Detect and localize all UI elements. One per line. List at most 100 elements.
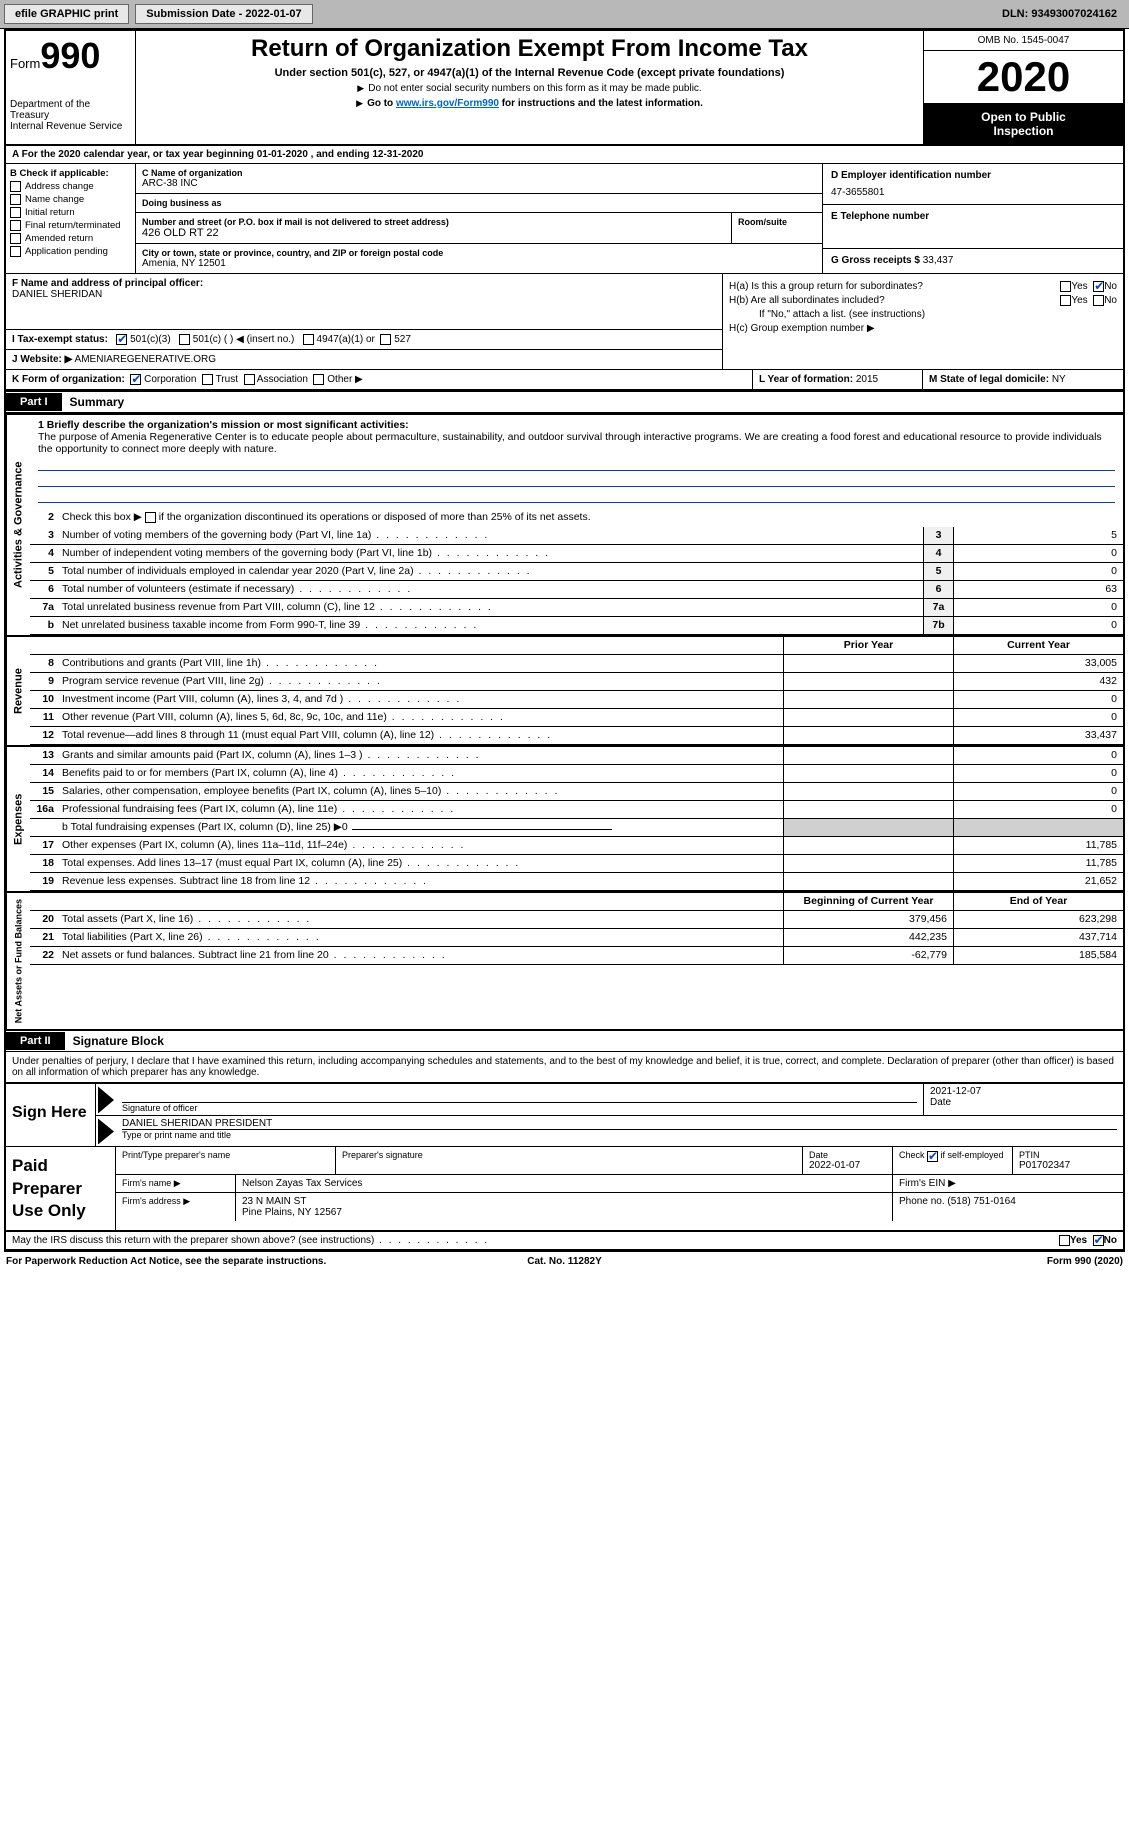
colb-checkbox-4[interactable] — [10, 233, 21, 244]
prep-date-label: Date — [809, 1150, 886, 1160]
form-footer: Form 990 (2020) — [751, 1256, 1123, 1267]
state-domicile-label: M State of legal domicile: — [929, 374, 1049, 385]
part1-num: Part I — [6, 393, 62, 411]
expense-row: 16aProfessional fundraising fees (Part I… — [30, 801, 1123, 819]
tax-status-label: I Tax-exempt status: — [12, 334, 108, 345]
room-label: Room/suite — [738, 217, 816, 227]
firm-name: Nelson Zayas Tax Services — [236, 1175, 893, 1192]
line2-checkbox[interactable] — [145, 512, 156, 523]
hb-no-checkbox[interactable] — [1093, 295, 1104, 306]
trust-checkbox[interactable] — [202, 374, 213, 385]
discuss-no-checkbox[interactable] — [1093, 1235, 1104, 1246]
submission-date-button[interactable]: Submission Date - 2022-01-07 — [135, 4, 312, 24]
form-number: Form990 — [10, 35, 131, 77]
state-domicile: NY — [1052, 374, 1066, 385]
ha-no-checkbox[interactable] — [1093, 281, 1104, 292]
addr-value: 426 OLD RT 22 — [142, 227, 725, 239]
firm-phone: (518) 751-0164 — [947, 1196, 1015, 1207]
irs-link[interactable]: www.irs.gov/Form990 — [396, 98, 499, 109]
assoc-checkbox[interactable] — [244, 374, 255, 385]
part2-num: Part II — [6, 1032, 65, 1050]
self-employed-cell: Check if self-employed — [893, 1147, 1013, 1174]
org-name-label: C Name of organization — [142, 168, 816, 178]
paid-preparer-label: Paid Preparer Use Only — [6, 1147, 116, 1229]
dba-label: Doing business as — [142, 198, 816, 208]
summary-row: 5Total number of individuals employed in… — [30, 563, 1123, 581]
revenue-row: 12Total revenue—add lines 8 through 11 (… — [30, 727, 1123, 745]
prior-year-header: Prior Year — [783, 637, 953, 654]
expense-row: 13Grants and similar amounts paid (Part … — [30, 747, 1123, 765]
website-label: J Website: ▶ — [12, 354, 72, 365]
year-formation-label: L Year of formation: — [759, 374, 853, 385]
row-a-tax-year: A For the 2020 calendar year, or tax yea… — [6, 146, 1123, 164]
501c3-checkbox[interactable] — [116, 334, 127, 345]
col-c-org-info: C Name of organization ARC-38 INC Doing … — [136, 164, 823, 273]
firm-addr-label: Firm's address ▶ — [116, 1193, 236, 1221]
sig-date-label: Date — [930, 1097, 1117, 1108]
section-governance: Activities & Governance 1 Briefly descri… — [6, 413, 1123, 635]
ein-value: 47-3655801 — [831, 187, 1115, 198]
vlabel-governance: Activities & Governance — [6, 415, 30, 635]
h-b-note: If "No," attach a list. (see instruction… — [759, 309, 925, 320]
4947-checkbox[interactable] — [303, 334, 314, 345]
dept-irs: Internal Revenue Service — [10, 121, 131, 132]
summary-row: 7aTotal unrelated business revenue from … — [30, 599, 1123, 617]
city-value: Amenia, NY 12501 — [142, 258, 816, 269]
mission-text: The purpose of Amenia Regenerative Cente… — [38, 431, 1102, 455]
colb-checkbox-0[interactable] — [10, 181, 21, 192]
beginning-year-header: Beginning of Current Year — [783, 893, 953, 910]
efile-print-button[interactable]: efile GRAPHIC print — [4, 4, 129, 24]
header-right: OMB No. 1545-0047 2020 Open to PublicIns… — [923, 31, 1123, 144]
sign-here-label: Sign Here — [6, 1084, 96, 1146]
topbar: efile GRAPHIC print Submission Date - 20… — [0, 0, 1129, 29]
mission-label: 1 Briefly describe the organization's mi… — [38, 419, 409, 431]
ptin-value: P01702347 — [1019, 1160, 1070, 1171]
self-employed-checkbox[interactable] — [927, 1151, 938, 1162]
summary-row: 4Number of independent voting members of… — [30, 545, 1123, 563]
dept-treasury: Department of the Treasury — [10, 99, 131, 121]
gross-value: 33,437 — [923, 255, 954, 266]
info-block-2: F Name and address of principal officer:… — [6, 274, 1123, 370]
name-arrow-icon — [98, 1118, 114, 1144]
h-b-label: H(b) Are all subordinates included? — [729, 295, 885, 306]
goto-pre: Go to — [367, 98, 396, 109]
officer-label: F Name and address of principal officer: — [12, 278, 203, 289]
form-990-container: Form990 Department of the Treasury Inter… — [4, 29, 1125, 1252]
paid-preparer-block: Paid Preparer Use Only Print/Type prepar… — [6, 1146, 1123, 1231]
vlabel-expenses: Expenses — [6, 747, 30, 891]
form-label: Form — [10, 56, 40, 71]
summary-row: 6Total number of volunteers (estimate if… — [30, 581, 1123, 599]
tax-year: 2020 — [924, 51, 1123, 104]
opt-501c: 501(c) ( ) ◀ (insert no.) — [193, 334, 295, 345]
colb-option: Final return/terminated — [10, 220, 131, 231]
vlabel-revenue: Revenue — [6, 637, 30, 745]
colb-checkbox-2[interactable] — [10, 207, 21, 218]
colb-option: Initial return — [10, 207, 131, 218]
sig-name: DANIEL SHERIDAN PRESIDENT — [122, 1118, 1117, 1129]
revenue-row: 10Investment income (Part VIII, column (… — [30, 691, 1123, 709]
other-checkbox[interactable] — [313, 374, 324, 385]
colb-checkbox-1[interactable] — [10, 194, 21, 205]
section-revenue: Revenue Prior Year Current Year 8Contrib… — [6, 635, 1123, 745]
prep-name-label: Print/Type preparer's name — [122, 1150, 329, 1160]
section-net-assets: Net Assets or Fund Balances Beginning of… — [6, 891, 1123, 1029]
form-title: Return of Organization Exempt From Incom… — [144, 35, 915, 63]
net-assets-row: 20Total assets (Part X, line 16)379,4566… — [30, 911, 1123, 929]
header-left: Form990 Department of the Treasury Inter… — [6, 31, 136, 144]
501c-checkbox[interactable] — [179, 334, 190, 345]
col-b-checkboxes: B Check if applicable: Address changeNam… — [6, 164, 136, 273]
colb-checkbox-5[interactable] — [10, 246, 21, 257]
527-checkbox[interactable] — [380, 334, 391, 345]
sig-officer-label: Signature of officer — [122, 1102, 917, 1113]
ptin-label: PTIN — [1019, 1150, 1117, 1160]
discuss-yes-checkbox[interactable] — [1059, 1235, 1070, 1246]
colb-checkbox-3[interactable] — [10, 220, 21, 231]
colb-option: Amended return — [10, 233, 131, 244]
irs-discuss-question: May the IRS discuss this return with the… — [12, 1235, 1059, 1246]
row-klm: K Form of organization: Corporation Trus… — [6, 370, 1123, 390]
hb-yes-checkbox[interactable] — [1060, 295, 1071, 306]
ha-yes-checkbox[interactable] — [1060, 281, 1071, 292]
corp-checkbox[interactable] — [130, 374, 141, 385]
tel-label: E Telephone number — [831, 211, 1115, 222]
firm-addr: 23 N MAIN STPine Plains, NY 12567 — [236, 1193, 893, 1221]
